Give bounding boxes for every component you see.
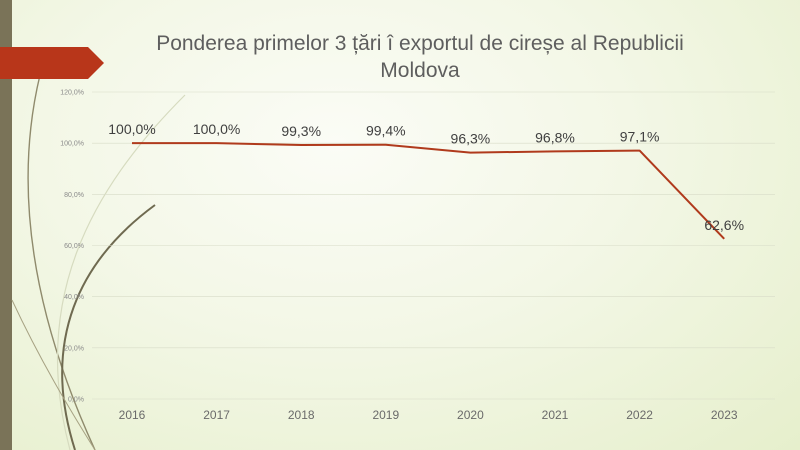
title-arrow-banner — [0, 47, 104, 79]
x-tick-label: 2020 — [457, 408, 484, 422]
data-label: 99,3% — [281, 123, 321, 139]
data-label: 96,8% — [535, 129, 575, 145]
data-label: 99,4% — [366, 123, 406, 139]
x-tick-label: 2021 — [542, 408, 569, 422]
y-tick-label: 80,0% — [64, 192, 84, 199]
data-label: 100,0% — [193, 121, 240, 137]
x-tick-label: 2023 — [711, 408, 738, 422]
x-tick-label: 2017 — [203, 408, 230, 422]
x-tick-label: 2019 — [372, 408, 399, 422]
chart-title: Ponderea primelor 3 țări î exportul de c… — [120, 30, 720, 84]
y-tick-label: 100,0% — [60, 141, 84, 148]
y-tick-label: 20,0% — [64, 345, 84, 352]
data-label: 97,1% — [620, 129, 660, 145]
y-tick-label: 0,0% — [68, 397, 84, 404]
y-tick-label: 60,0% — [64, 243, 84, 250]
data-label: 100,0% — [108, 121, 155, 137]
x-tick-label: 2018 — [288, 408, 315, 422]
x-tick-label: 2016 — [119, 408, 146, 422]
data-label: 96,3% — [451, 131, 491, 147]
chart-title-line-2: Moldova — [380, 59, 460, 82]
chart-title-line-1: Ponderea primelor 3 țări î exportul de c… — [156, 32, 684, 55]
left-accent-bar — [0, 0, 12, 450]
data-label: 62,6% — [704, 217, 744, 233]
series-line — [132, 142, 725, 240]
y-tick-label: 120,0% — [60, 90, 84, 97]
x-tick-label: 2022 — [626, 408, 653, 422]
y-tick-label: 40,0% — [64, 294, 84, 301]
